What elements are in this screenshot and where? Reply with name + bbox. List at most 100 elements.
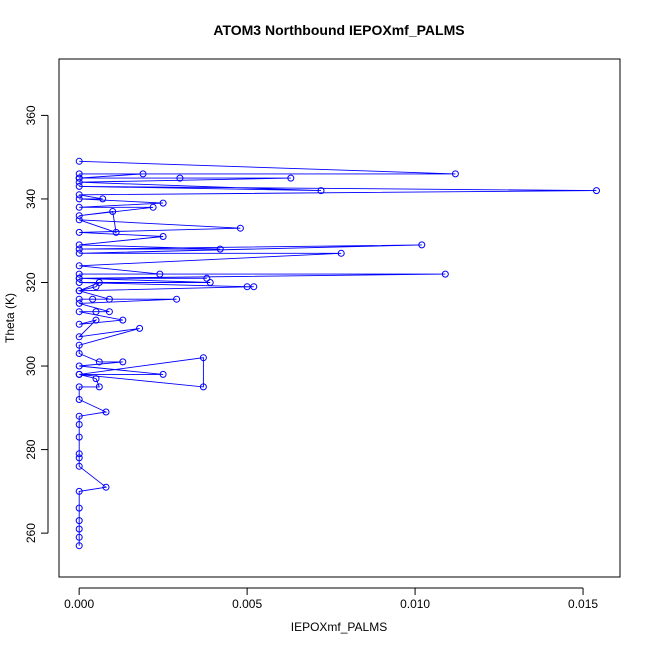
data-point [75,228,83,236]
data-point [92,375,100,383]
y-tick-label: 280 [24,439,38,459]
data-point [75,462,83,470]
data-point [75,279,83,286]
data-point [75,396,83,403]
data-point [75,174,83,182]
data-point [75,517,83,525]
data-point [99,195,107,203]
data-point [105,295,113,303]
y-tick-label: 320 [24,272,38,292]
data-point [95,358,103,366]
data-point [159,370,167,378]
y-axis-label: Theta (K) [3,293,17,343]
data-point [75,157,83,165]
data-point [75,333,83,341]
data-point [593,187,600,195]
data-point [105,308,113,316]
y-tick-label: 360 [24,105,38,125]
x-tick-label: 0.010 [400,597,430,611]
data-point [337,249,345,257]
data-point [75,270,83,278]
data-point [250,283,258,291]
chart-title: ATOM3 Northbound IEPOXmf_PALMS [213,22,464,38]
data-point [75,287,83,295]
series-layer [75,157,600,550]
data-point [136,324,144,332]
data-point [75,525,83,533]
data-point [75,216,83,224]
data-point [75,182,83,190]
data-point [75,350,83,357]
data-point [75,295,83,303]
data-point [109,208,117,215]
data-point [75,421,83,428]
data-point [317,187,325,195]
data-point [75,412,83,420]
data-point [102,483,110,491]
data-point [102,408,110,416]
data-point [451,170,459,178]
data-point [159,233,167,240]
data-point [216,245,224,253]
y-tick-label: 260 [24,523,38,543]
x-tick-label: 0.000 [64,597,94,611]
data-point [119,358,127,366]
data-point [75,262,83,270]
plot-area-border [58,58,621,578]
data-point [92,316,100,324]
data-point [287,174,295,182]
x-tick-label: 0.005 [232,597,262,611]
data-point [75,245,83,253]
data-point [95,383,103,391]
data-point [75,487,83,495]
data-point [149,203,157,211]
data-point [199,354,207,362]
data-point [75,274,83,282]
data-point [89,295,97,303]
data-point [418,241,426,249]
x-axis-label: IEPOXmf_PALMS [291,620,387,634]
data-point [92,283,100,291]
data-point [75,241,83,249]
data-point [75,203,83,211]
data-point [139,170,147,178]
data-point [75,433,83,441]
data-point [75,450,83,458]
data-point [243,283,251,291]
data-point [159,199,167,207]
data-point [75,212,83,220]
data-point [75,191,83,199]
data-point [75,308,83,316]
series-line [77,160,597,546]
y-axis: 260 280 300 320 340 360 [24,105,49,543]
data-point [75,542,83,550]
data-point [75,362,83,370]
data-point [206,279,214,286]
data-point [75,383,83,391]
data-point [119,316,127,324]
data-point [176,174,184,182]
data-point [75,504,83,512]
x-axis: 0.000 0.005 0.010 0.015 [64,587,598,611]
data-point [75,370,83,378]
data-point [75,454,83,462]
data-point [236,224,244,232]
data-point [75,195,83,203]
data-point [75,533,83,541]
y-tick-label: 340 [24,189,38,209]
data-point [112,228,120,236]
data-point [156,270,164,278]
data-point [75,299,83,307]
data-point [75,320,83,328]
data-point [75,170,83,178]
data-point [75,178,83,186]
data-point [441,270,449,278]
data-point [92,308,100,316]
data-point [75,341,83,349]
data-point [199,383,207,391]
data-point [203,274,211,282]
data-point [173,295,181,303]
data-point [95,279,103,286]
data-point [75,249,83,257]
